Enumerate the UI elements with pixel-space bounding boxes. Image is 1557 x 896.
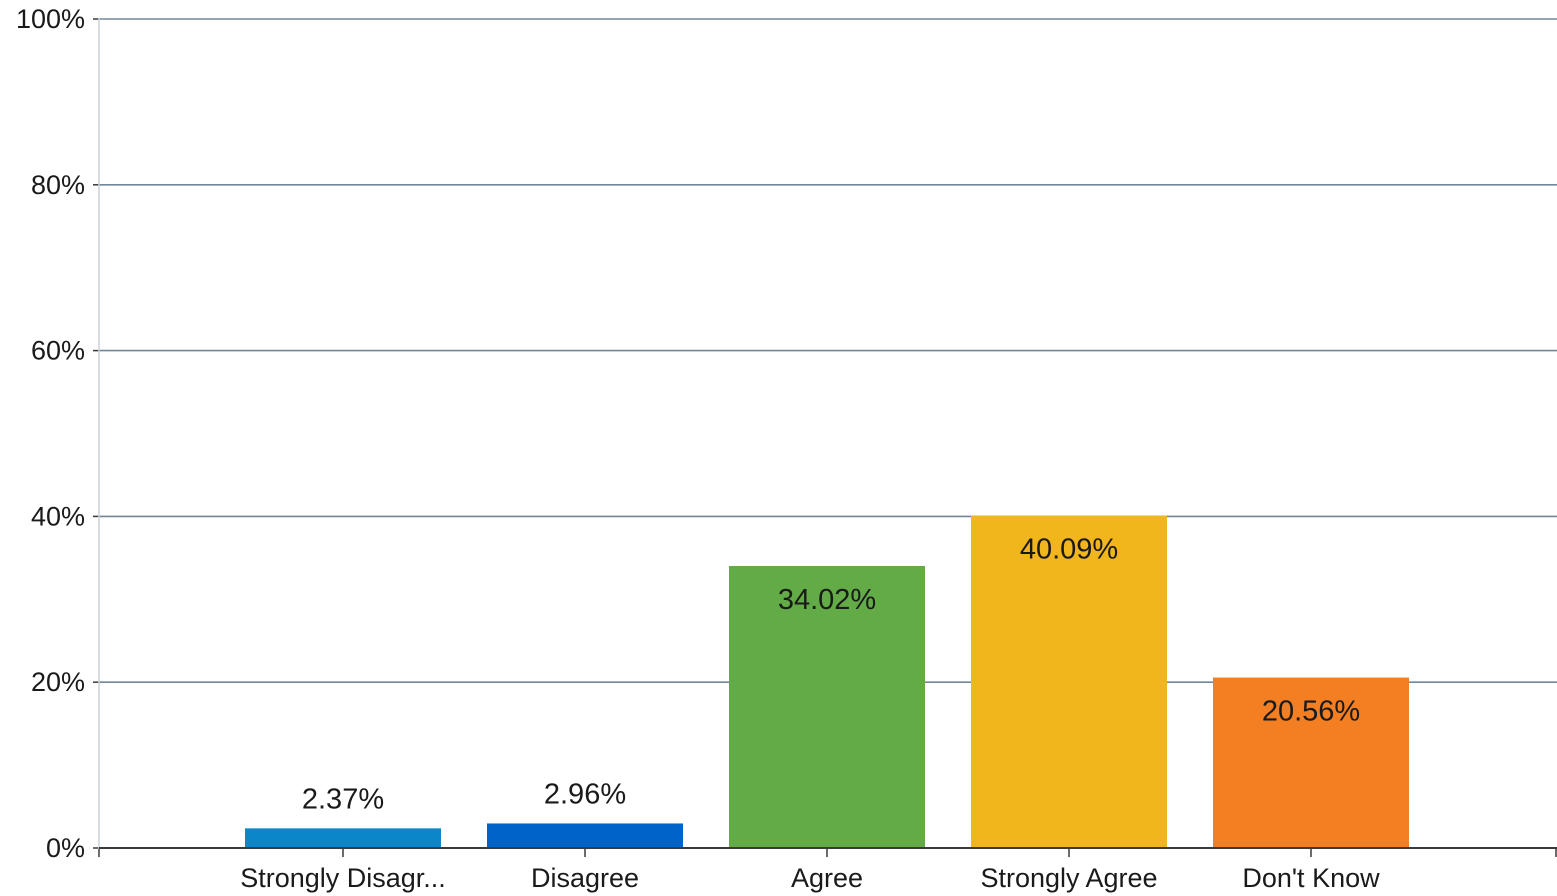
data-label-3: 40.09% — [1020, 534, 1118, 566]
data-label-4: 20.56% — [1262, 696, 1360, 728]
bar-2 — [729, 565, 925, 848]
data-label-2: 34.02% — [778, 584, 876, 616]
x-axis-ticks: Strongly Disagr... Disagree Agree Strongly … — [98, 848, 1557, 893]
y-tick-label-40: 40% — [31, 501, 85, 531]
x-tick-label-0: Strongly Disagr... — [240, 863, 446, 893]
y-tick-label-60: 60% — [31, 336, 85, 366]
bar-3 — [971, 515, 1167, 848]
bar-4 — [1213, 677, 1409, 848]
y-tick-label-80: 80% — [31, 170, 85, 200]
y-axis-ticks: 0% 20% 40% 60% 80% 100% — [16, 4, 99, 863]
x-tick-label-1: Disagree — [531, 863, 639, 893]
y-tick-label-100: 100% — [16, 4, 85, 34]
data-label-0: 2.37% — [302, 783, 384, 815]
y-tick-label-0: 0% — [46, 833, 85, 863]
bar-0 — [245, 828, 441, 848]
bars: 2.37% 2.96% 34.02% 40.09% 20.56% — [245, 515, 1409, 848]
x-tick-label-2: Agree — [791, 863, 863, 893]
y-tick-label-20: 20% — [31, 667, 85, 697]
bar-1 — [487, 823, 683, 848]
x-tick-label-4: Don't Know — [1242, 863, 1380, 893]
data-label-1: 2.96% — [544, 778, 626, 810]
x-tick-label-3: Strongly Agree — [980, 863, 1157, 893]
